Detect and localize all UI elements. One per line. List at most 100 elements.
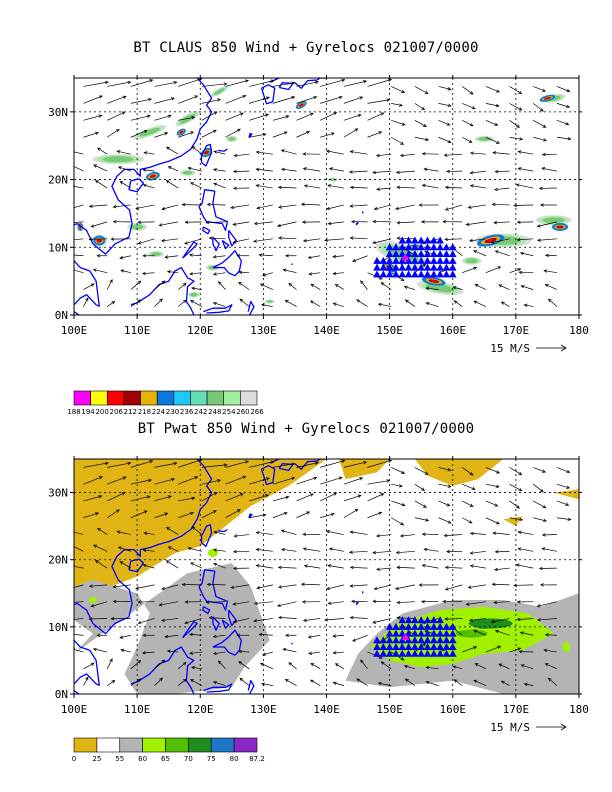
wind-vector — [469, 238, 486, 242]
gyre-marker — [430, 263, 438, 271]
wind-arrowhead — [253, 619, 258, 623]
wind-vector — [201, 99, 221, 104]
wind-vector — [74, 584, 84, 588]
wind-vector — [281, 149, 297, 155]
wind-vector — [119, 634, 131, 639]
coastline — [217, 148, 228, 152]
wind-arrowhead — [401, 122, 406, 126]
wind-arrowhead — [217, 281, 222, 285]
wind-vector — [117, 531, 131, 535]
wind-arrowhead — [143, 129, 148, 134]
wind-vector — [130, 280, 141, 290]
wind-vector — [308, 272, 321, 275]
wind-arrowhead — [372, 620, 377, 624]
wind-vector — [201, 129, 217, 138]
wind-arrowhead — [453, 300, 458, 304]
wind-arrowhead — [473, 250, 478, 254]
wind-vector — [178, 131, 194, 138]
wind-vector — [509, 136, 523, 140]
wind-arrowhead — [398, 103, 403, 107]
gyre-marker — [411, 649, 419, 657]
wind-vector — [106, 279, 113, 290]
wind-vector — [74, 634, 84, 636]
wind-vector — [213, 681, 226, 686]
wind-vector — [485, 266, 501, 274]
wind-arrowhead — [444, 237, 449, 242]
wind-arrowhead — [547, 298, 552, 303]
wind-vector — [272, 496, 289, 502]
wind-vector — [296, 493, 314, 502]
wind-arrowhead — [332, 254, 337, 259]
wind-arrowhead — [238, 281, 243, 286]
wind-vector — [214, 531, 226, 535]
wind-arrowhead — [349, 530, 354, 534]
wind-vector — [74, 185, 84, 189]
pwat-dry-region-west — [74, 459, 327, 597]
gyre-marker — [423, 263, 432, 271]
wind-arrowhead — [191, 286, 195, 291]
gyre-marker — [417, 263, 425, 271]
wind-vector — [106, 492, 126, 502]
wind-arrowhead — [360, 659, 364, 664]
wind-vector — [548, 298, 558, 307]
wind-arrowhead — [494, 567, 499, 572]
gyre-markers — [373, 236, 457, 278]
wind-vector — [320, 96, 343, 104]
lon-tick-label: 160E — [440, 324, 467, 337]
wind-arrowhead — [421, 152, 426, 156]
gyre-marker — [411, 236, 419, 244]
wind-vector — [89, 238, 108, 240]
wind-vector — [509, 86, 522, 95]
wind-arrowhead — [338, 95, 343, 100]
wind-arrowhead — [233, 153, 238, 158]
wind-arrowhead — [544, 663, 549, 667]
wind-arrowhead — [473, 300, 478, 304]
cloud-level-254 — [213, 88, 225, 95]
wind-vector — [320, 492, 337, 502]
wind-arrowhead — [516, 124, 520, 128]
wind-arrowhead — [359, 477, 364, 481]
wind-arrowhead — [547, 677, 552, 682]
wind-arrowhead — [541, 152, 546, 157]
wind-arrowhead — [349, 615, 354, 620]
wind-arrowhead — [302, 152, 307, 156]
wind-vector — [533, 500, 546, 509]
wind-arrowhead — [363, 80, 368, 84]
wind-vector — [556, 517, 571, 520]
wind-arrowhead — [400, 522, 405, 526]
wind-arrowhead — [518, 270, 523, 275]
wind-arrowhead — [285, 115, 290, 119]
wind-vector — [278, 237, 297, 240]
gyre-center-marker — [401, 253, 410, 261]
wind-arrowhead — [469, 564, 474, 568]
wind-vector — [333, 651, 344, 654]
lon-tick-label: 170E — [503, 324, 530, 337]
wind-vector — [518, 167, 534, 172]
wind-arrowhead — [291, 462, 296, 466]
wind-arrowhead — [212, 680, 217, 685]
wind-arrowhead — [184, 241, 189, 245]
wind-vector — [492, 583, 510, 586]
wind-vector — [333, 272, 344, 275]
wind-arrowhead — [262, 652, 266, 656]
wind-vector — [320, 513, 335, 519]
wind-vector — [106, 680, 115, 686]
wind-vector — [256, 548, 273, 552]
wind-arrowhead — [208, 616, 213, 620]
wind-vector — [513, 204, 534, 206]
wind-vector — [91, 221, 108, 228]
wind-vector — [438, 103, 451, 107]
wind-arrowhead — [453, 679, 458, 683]
wind-vector — [225, 128, 241, 138]
panel2-title: BT Pwat 850 Wind + Gyrelocs 021007/0000 — [137, 421, 475, 437]
wind-arrowhead — [142, 563, 147, 568]
wind-vector — [343, 96, 363, 104]
wind-arrowhead — [66, 588, 69, 591]
wind-arrowhead — [494, 250, 499, 254]
wind-vector — [324, 618, 344, 621]
wind-vector — [118, 166, 131, 172]
wind-vector — [106, 111, 126, 121]
panel1-title: BT CLAUS 850 Wind + Gyrelocs 021007/0000 — [133, 40, 479, 56]
wind-vector — [233, 601, 250, 605]
